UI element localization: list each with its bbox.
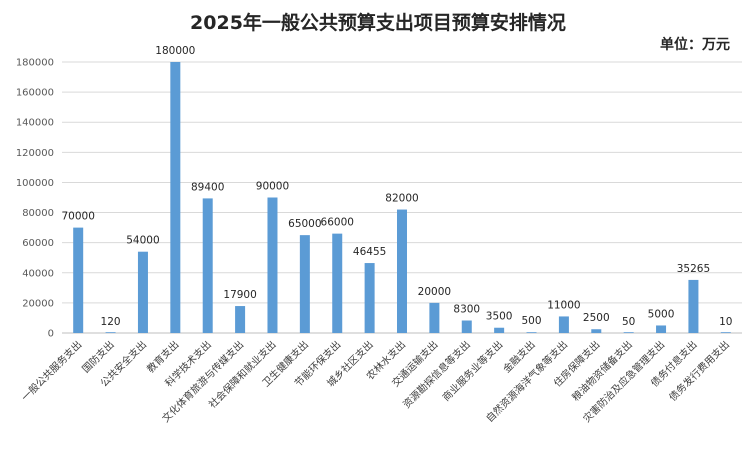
- y-tick-label: 60000: [22, 238, 54, 249]
- bar: [429, 302, 440, 333]
- y-tick-label: 120000: [16, 148, 54, 159]
- bar: [494, 327, 505, 333]
- chart-title: 2025年一般公共预算支出项目预算安排情况: [190, 12, 566, 34]
- data-label: 89400: [191, 181, 224, 193]
- data-label: 35265: [677, 263, 710, 275]
- data-label: 500: [522, 315, 542, 327]
- bar: [267, 197, 278, 333]
- bar: [73, 227, 84, 333]
- y-tick-label: 0: [48, 329, 54, 340]
- data-label: 10: [719, 316, 732, 328]
- bar: [105, 332, 116, 333]
- data-label: 2500: [583, 312, 610, 324]
- data-label: 20000: [418, 286, 451, 298]
- data-label: 120: [101, 316, 121, 328]
- data-label: 46455: [353, 246, 386, 258]
- data-label: 8300: [453, 304, 480, 316]
- data-label: 180000: [155, 45, 195, 57]
- data-label: 50: [622, 316, 635, 328]
- y-tick-label: 40000: [22, 268, 54, 279]
- data-label: 65000: [288, 218, 321, 230]
- data-label: 90000: [256, 181, 289, 193]
- bar: [202, 198, 213, 333]
- bar: [688, 279, 699, 333]
- y-tick-label: 100000: [16, 178, 54, 189]
- bar: [526, 332, 537, 333]
- bar: [720, 332, 731, 333]
- bar: [364, 263, 375, 333]
- y-tick-label: 140000: [16, 118, 54, 129]
- bar: [461, 320, 472, 333]
- data-label: 82000: [385, 193, 418, 205]
- bars: [73, 62, 731, 333]
- x-axis-labels: 一般公共服务支出国防支出公共安全支出教育支出科学技术支出文化体育旅游与传媒支出社…: [19, 338, 732, 425]
- data-label: 66000: [321, 217, 354, 229]
- data-label: 54000: [126, 235, 159, 247]
- x-tick-label: 一般公共服务支出: [19, 338, 85, 404]
- x-tick-label: 债务发行费用支出: [666, 338, 732, 404]
- bar: [235, 306, 246, 333]
- bar: [137, 251, 148, 333]
- bar: [299, 235, 310, 333]
- bar: [332, 233, 343, 333]
- data-label: 11000: [547, 299, 580, 311]
- bar: [623, 332, 634, 333]
- x-tick-label: 粮油物资储备支出: [569, 338, 635, 404]
- y-tick-label: 160000: [16, 88, 54, 99]
- y-axis-ticks: 0 20000 40000 60000 80000 100000 120000 140000 1…: [16, 58, 54, 340]
- bar: [656, 325, 667, 333]
- bar: [170, 62, 181, 333]
- data-label: 70000: [61, 211, 94, 223]
- x-tick-label: 商业服务业等支出: [440, 338, 506, 404]
- bar: [397, 209, 407, 333]
- data-labels: 70000 120 54000 180000 89400 17900 90000 650006…: [61, 45, 732, 328]
- data-label: 17900: [223, 289, 256, 301]
- y-tick-label: 180000: [16, 58, 54, 69]
- unit-label: 单位：万元: [660, 37, 730, 53]
- data-label: 5000: [648, 308, 675, 320]
- y-tick-label: 20000: [22, 298, 54, 309]
- data-label: 3500: [486, 311, 513, 323]
- y-tick-label: 80000: [22, 208, 54, 219]
- bar: [558, 316, 569, 333]
- bar: [591, 329, 602, 333]
